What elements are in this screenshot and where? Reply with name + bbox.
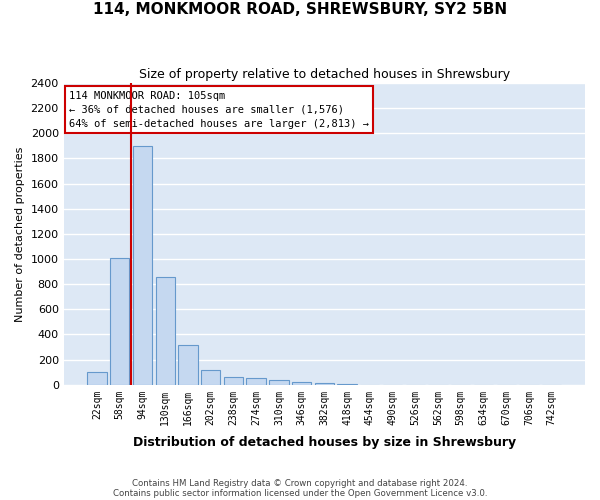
Bar xyxy=(292,382,311,385)
Y-axis label: Number of detached properties: Number of detached properties xyxy=(15,146,25,322)
Bar xyxy=(178,345,197,385)
Bar xyxy=(269,380,289,385)
Text: 114 MONKMOOR ROAD: 105sqm
← 36% of detached houses are smaller (1,576)
64% of se: 114 MONKMOOR ROAD: 105sqm ← 36% of detac… xyxy=(69,90,369,128)
Text: 114, MONKMOOR ROAD, SHREWSBURY, SY2 5BN: 114, MONKMOOR ROAD, SHREWSBURY, SY2 5BN xyxy=(93,2,507,18)
Title: Size of property relative to detached houses in Shrewsbury: Size of property relative to detached ho… xyxy=(139,68,510,80)
X-axis label: Distribution of detached houses by size in Shrewsbury: Distribution of detached houses by size … xyxy=(133,436,516,449)
Bar xyxy=(110,258,130,385)
Text: Contains HM Land Registry data © Crown copyright and database right 2024.
Contai: Contains HM Land Registry data © Crown c… xyxy=(113,479,487,498)
Bar xyxy=(224,377,243,385)
Bar xyxy=(314,383,334,385)
Bar xyxy=(155,276,175,385)
Bar xyxy=(88,372,107,385)
Bar xyxy=(247,378,266,385)
Bar xyxy=(337,384,357,385)
Bar xyxy=(133,146,152,385)
Bar xyxy=(201,370,220,385)
